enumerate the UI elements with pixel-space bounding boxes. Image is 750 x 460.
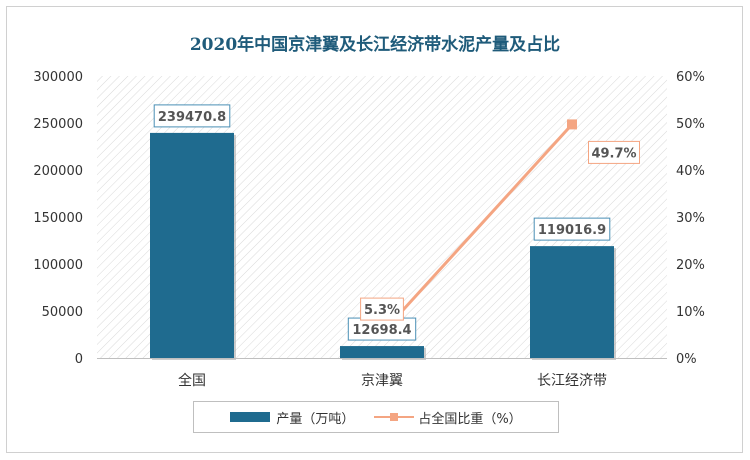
bar-data-label-box [533, 217, 611, 241]
y-left-tick-label: 150000 [33, 211, 83, 226]
line-data-label-box [360, 297, 404, 321]
y-right-tick-label: 60% [676, 70, 705, 85]
bar-data-label: 239470.8 [158, 110, 226, 125]
y-right-tick-label: 20% [676, 258, 705, 273]
legend: 产量（万吨） 占全国比重（%） [193, 401, 559, 433]
bar-2 [530, 246, 614, 358]
legend-line-swatch [374, 412, 415, 422]
y-right-tick-label: 10% [676, 305, 705, 320]
chart-title: 2020年中国京津翼及长江经济带水泥产量及占比 [189, 35, 561, 55]
line-data-label-box [588, 140, 640, 164]
x-tick-label: 长江经济带 [537, 373, 607, 389]
bar-0 [150, 132, 234, 358]
line-data-label: 5.3% [364, 303, 400, 318]
y-left-tick-label: 300000 [33, 70, 83, 85]
y-right-tick-label: 40% [676, 164, 705, 179]
bar-data-label-box [153, 104, 231, 128]
legend-line-label: 占全国比重（%） [418, 411, 522, 427]
y-left-tick-label: 100000 [33, 258, 83, 273]
y-left-tick-label: 50000 [42, 305, 83, 320]
line-marker [567, 119, 577, 130]
legend-bar-swatch [230, 412, 271, 422]
bar-data-label: 119016.9 [538, 223, 606, 238]
y-left-tick-label: 0 [75, 352, 83, 367]
legend-item-line: 占全国比重（%） [374, 408, 522, 427]
line-series [380, 123, 574, 335]
x-tick-label: 全国 [178, 372, 206, 389]
y-right-tick-label: 30% [676, 211, 705, 226]
x-tick-label: 京津翼 [361, 373, 403, 389]
legend-bar-label: 产量（万吨） [276, 411, 355, 427]
y-right-tick-label: 50% [676, 117, 705, 132]
y-left-tick-label: 250000 [33, 117, 83, 132]
bar-1 [340, 346, 424, 358]
legend-item-bar: 产量（万吨） [230, 408, 354, 427]
y-right-tick-label: 0% [676, 352, 697, 367]
y-left-tick-label: 200000 [33, 164, 83, 179]
line-data-label: 49.7% [591, 146, 636, 161]
bar-data-label: 12698.4 [352, 323, 411, 338]
